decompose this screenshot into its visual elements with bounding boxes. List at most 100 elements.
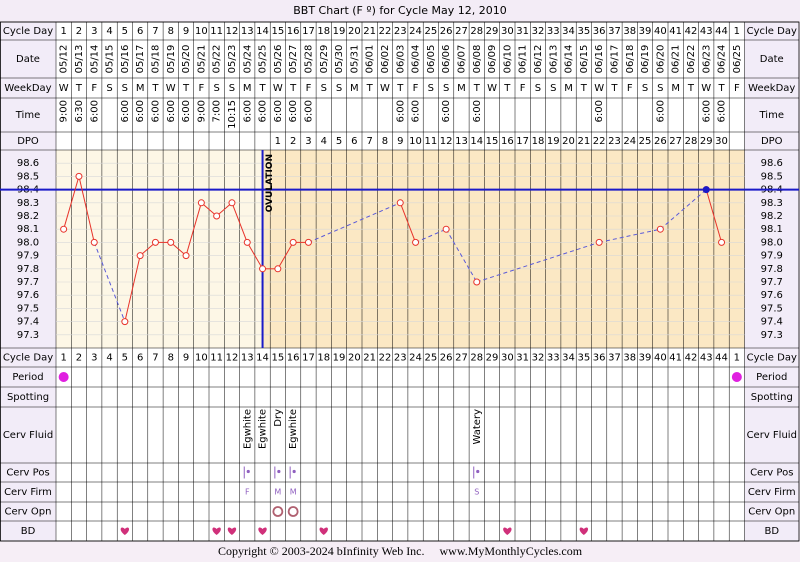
date: 06/13 <box>548 45 559 74</box>
temp-point <box>151 238 159 246</box>
cycle-day: 13 <box>241 353 254 364</box>
cycle-day: 36 <box>593 26 606 37</box>
cycle-day: 6 <box>137 353 143 364</box>
cycle-day: 21 <box>363 26 376 37</box>
row-label: Cerv Pos <box>6 468 49 479</box>
date: 05/29 <box>319 45 330 74</box>
temp-point <box>656 225 664 233</box>
cycle-day: 9 <box>183 353 189 364</box>
cerv-fluid: Egwhite <box>288 409 299 449</box>
time: 9:00 <box>196 100 207 122</box>
date: 06/03 <box>395 45 406 74</box>
weekday: T <box>610 83 618 94</box>
weekday: T <box>473 83 481 94</box>
temp-segment <box>399 202 417 243</box>
dpo: 11 <box>424 136 437 147</box>
dpo: 24 <box>623 136 636 147</box>
cycle-day: 12 <box>226 26 239 37</box>
time: 6:00 <box>701 100 712 122</box>
period-dot <box>58 372 69 382</box>
y-tick-label-right: 98.0 <box>761 237 783 248</box>
dpo: 26 <box>654 136 667 147</box>
dpo: 14 <box>470 136 483 147</box>
row-label-right: BD <box>764 526 779 537</box>
weekday: S <box>443 83 449 94</box>
temp-point <box>75 172 83 180</box>
temp-point <box>197 199 205 207</box>
cycle-day: 29 <box>486 26 499 37</box>
weekday: T <box>580 83 588 94</box>
weekday: T <box>289 83 297 94</box>
cycle-day: 12 <box>226 353 239 364</box>
cycle-day: 30 <box>501 353 514 364</box>
cycle-day: 43 <box>700 26 713 37</box>
row-label: Period <box>12 372 43 383</box>
y-tick-label-right: 97.3 <box>761 330 783 341</box>
cycle-day: 35 <box>577 353 590 364</box>
row-label: Cycle Day <box>3 26 53 37</box>
weekday: F <box>627 83 633 94</box>
weekday: M <box>564 83 573 94</box>
temp-gap-segment <box>599 228 661 243</box>
time: 10:15 <box>227 100 238 129</box>
cycle-day: 7 <box>152 26 158 37</box>
cycle-day: 39 <box>639 353 652 364</box>
temp-point <box>213 212 221 220</box>
row-label-right: Cycle Day <box>747 353 797 364</box>
date: 06/12 <box>533 45 544 74</box>
date: 05/17 <box>135 45 146 74</box>
dpo: 20 <box>562 136 575 147</box>
weekday: M <box>457 83 466 94</box>
time: 6:00 <box>411 100 422 122</box>
temp-point <box>259 265 267 273</box>
cycle-day: 33 <box>547 353 560 364</box>
weekday: M <box>243 83 252 94</box>
y-tick-label: 98.3 <box>17 198 39 209</box>
cycle-day: 41 <box>669 26 682 37</box>
y-tick-label: 98.6 <box>17 158 39 169</box>
dpo: 8 <box>382 136 388 147</box>
row-label-right: Cerv Fluid <box>747 430 797 441</box>
time: 6:00 <box>150 100 161 122</box>
date: 05/20 <box>181 45 192 74</box>
time: 7:00 <box>212 100 223 122</box>
date: 05/24 <box>242 45 253 74</box>
cycle-day: 42 <box>685 353 698 364</box>
temp-point <box>442 225 450 233</box>
row-label-right: Period <box>756 372 787 383</box>
dpo: 7 <box>366 136 372 147</box>
temp-gap-segment <box>308 202 401 243</box>
cycle-day: 13 <box>241 26 254 37</box>
cerv-opn-icon <box>287 506 299 517</box>
date: 06/16 <box>594 45 605 74</box>
cycle-day: 19 <box>333 353 346 364</box>
copyright: Copyright © 2003-2024 bInfinity Web Inc.… <box>218 544 583 558</box>
row-label: Cerv Opn <box>5 507 52 518</box>
weekday: F <box>91 83 97 94</box>
cycle-day: 41 <box>669 353 682 364</box>
bd-heart <box>120 527 130 535</box>
bd-heart <box>579 527 589 535</box>
cycle-day: 3 <box>91 353 97 364</box>
cycle-day: 22 <box>379 26 392 37</box>
y-tick-label: 97.5 <box>17 303 39 314</box>
cycle-day: 4 <box>106 353 112 364</box>
temp-gap-segment <box>476 241 600 283</box>
date: 06/01 <box>365 45 376 74</box>
left-labels-bg <box>0 22 56 541</box>
y-tick-label-right: 97.4 <box>761 317 783 328</box>
cerv-pos-dot <box>476 469 480 474</box>
cycle-day: 36 <box>593 353 606 364</box>
weekday: W <box>273 83 283 94</box>
cycle-day: 39 <box>639 26 652 37</box>
cycle-day: 1 <box>734 353 740 364</box>
y-tick-label: 97.9 <box>17 251 39 262</box>
weekday: S <box>229 83 235 94</box>
date: 05/12 <box>59 45 70 74</box>
weekday: S <box>428 83 434 94</box>
cycle-day: 27 <box>455 26 468 37</box>
date: 05/13 <box>74 45 85 74</box>
cycle-day: 4 <box>106 26 112 37</box>
cycle-day: 20 <box>348 353 361 364</box>
